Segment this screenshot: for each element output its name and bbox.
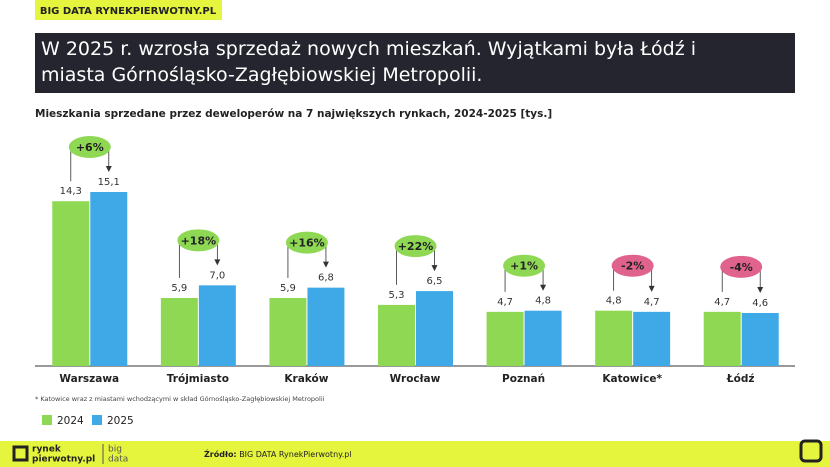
bar <box>198 285 236 366</box>
change-badge <box>285 231 328 254</box>
value-label: 6,5 <box>427 276 443 287</box>
value-label: 4,7 <box>714 297 730 308</box>
bar <box>307 287 345 366</box>
bar <box>269 298 307 366</box>
change-label: +1% <box>510 260 538 273</box>
logo-side: big <box>108 445 122 455</box>
legend-swatch <box>42 415 52 425</box>
footer-band <box>0 441 830 467</box>
value-label: 4,8 <box>606 296 622 307</box>
legend-swatch <box>92 415 102 425</box>
x-tick-label: Katowice* <box>602 373 662 385</box>
change-badge <box>394 235 437 258</box>
value-label: 14,3 <box>60 186 82 197</box>
headline-box <box>35 33 795 93</box>
value-label: 4,8 <box>535 296 551 307</box>
x-tick-label: Kraków <box>284 373 328 385</box>
legend-label: 2025 <box>107 415 134 427</box>
change-badge <box>503 254 546 277</box>
change-label: +6% <box>76 141 104 154</box>
source-text: BIG DATA RynekPierwotny.pl <box>239 450 351 459</box>
bar <box>378 304 415 366</box>
headline: W 2025 r. wzrosła sprzedaż nowych mieszk… <box>41 38 696 86</box>
source: Źródło: BIG DATA RynekPierwotny.pl <box>204 448 352 459</box>
arrow-head <box>214 259 221 266</box>
bar <box>160 298 198 366</box>
arrow-head <box>322 261 329 268</box>
value-label: 4,6 <box>752 298 768 309</box>
logo-side: data <box>108 455 128 465</box>
logo-text: pierwotny.pl <box>32 455 95 465</box>
bar <box>524 310 562 366</box>
value-label: 4,7 <box>497 297 513 308</box>
x-tick-label: Wrocław <box>390 373 441 385</box>
bar <box>633 311 671 366</box>
arrow-head <box>431 265 438 272</box>
change-badge <box>68 136 111 158</box>
x-tick-label: Poznań <box>502 373 545 385</box>
bar <box>595 310 633 366</box>
arrow-head <box>648 285 655 292</box>
footnote: * Katowice wraz z miastami wchodzącymi w… <box>35 395 325 403</box>
bar <box>741 312 779 366</box>
bar <box>90 192 128 366</box>
value-label: 5,9 <box>280 283 296 294</box>
change-badge <box>611 254 654 277</box>
value-label: 5,9 <box>171 283 187 294</box>
brand: BIG DATA RYNEKPIERWOTNY.PL <box>40 6 217 17</box>
change-badge <box>177 229 220 252</box>
change-label: +18% <box>181 234 217 247</box>
arrow-head <box>540 284 547 291</box>
logo-text: rynek <box>32 445 62 455</box>
change-label: +16% <box>289 237 325 250</box>
plot: Warszawa 14,3 15,1 +6% Trójmiasto 5,9 7,0 +18% K… <box>42 136 779 427</box>
value-label: 7,0 <box>209 270 225 281</box>
change-label: +22% <box>398 240 434 253</box>
chart-title: Mieszkania sprzedane przez deweloperów n… <box>35 108 552 120</box>
x-tick-label: Łódź <box>726 373 755 385</box>
bar <box>703 311 741 366</box>
arrow-head <box>105 166 112 172</box>
value-label: 15,1 <box>98 177 120 188</box>
value-label: 6,8 <box>318 273 334 284</box>
x-tick-label: Warszawa <box>59 373 119 385</box>
brand-box <box>35 0 222 20</box>
bar <box>416 291 453 366</box>
bar <box>486 311 524 366</box>
source-label: Źródło: <box>204 448 237 459</box>
change-label: -2% <box>621 260 644 273</box>
change-label: -4% <box>730 261 753 274</box>
legend-label: 2024 <box>57 415 84 427</box>
corner-icon <box>799 439 823 463</box>
x-tick-label: Trójmiasto <box>167 373 229 385</box>
arrow-head <box>757 286 764 293</box>
bar <box>52 201 90 366</box>
change-badge <box>720 255 763 278</box>
value-label: 5,3 <box>389 290 405 301</box>
logo-icon <box>12 445 29 462</box>
value-label: 4,7 <box>644 297 660 308</box>
